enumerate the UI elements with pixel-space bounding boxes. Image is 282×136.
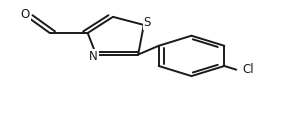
Text: S: S (144, 16, 151, 29)
Text: O: O (21, 8, 30, 21)
Text: N: N (89, 50, 98, 63)
Text: Cl: Cl (243, 63, 254, 75)
